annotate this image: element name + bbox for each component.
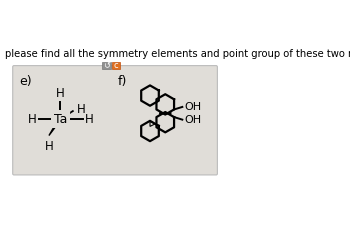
Text: H: H bbox=[28, 112, 37, 125]
Text: c: c bbox=[114, 61, 118, 70]
Text: H: H bbox=[77, 103, 86, 116]
Polygon shape bbox=[49, 120, 61, 135]
Text: OH: OH bbox=[184, 102, 201, 112]
Text: f): f) bbox=[118, 74, 127, 87]
Text: H: H bbox=[45, 140, 54, 153]
Text: ↺: ↺ bbox=[103, 61, 110, 70]
FancyBboxPatch shape bbox=[112, 62, 120, 69]
Text: please find all the symmetry elements and point group of these two molecule.: please find all the symmetry elements an… bbox=[5, 49, 350, 59]
Text: e): e) bbox=[19, 74, 32, 87]
FancyBboxPatch shape bbox=[102, 62, 111, 69]
Text: OH: OH bbox=[184, 115, 201, 125]
FancyBboxPatch shape bbox=[13, 66, 217, 175]
Text: H: H bbox=[85, 112, 94, 125]
Text: H: H bbox=[56, 87, 65, 100]
Text: Ta: Ta bbox=[54, 112, 67, 125]
